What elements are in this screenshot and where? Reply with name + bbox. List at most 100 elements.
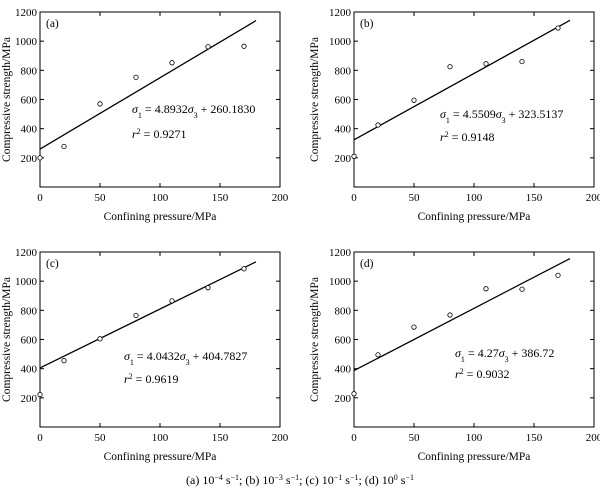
data-point bbox=[37, 392, 43, 398]
x-tick-label: 200 bbox=[272, 432, 289, 444]
x-tick-label: 100 bbox=[152, 192, 169, 204]
data-point bbox=[555, 25, 561, 31]
data-point bbox=[61, 358, 67, 364]
figure-caption: (a) 10−4 s−1; (b) 10−3 s−1; (c) 10−1 s−1… bbox=[186, 473, 414, 488]
y-tick-label: 400 bbox=[21, 364, 38, 376]
data-point bbox=[97, 101, 103, 107]
y-tick-label: 1000 bbox=[15, 276, 38, 288]
y-tick-label: 800 bbox=[335, 65, 352, 77]
y-tick-label: 800 bbox=[335, 305, 352, 317]
data-point bbox=[447, 312, 453, 318]
x-tick-label: 50 bbox=[95, 192, 107, 204]
panel-label: (a) bbox=[46, 18, 59, 30]
data-point bbox=[519, 286, 525, 292]
y-tick-label: 1000 bbox=[329, 36, 352, 48]
y-tick-label: 800 bbox=[21, 65, 38, 77]
x-tick-label: 0 bbox=[351, 192, 357, 204]
data-point bbox=[483, 286, 489, 292]
data-point bbox=[133, 74, 139, 80]
y-tick-label: 200 bbox=[21, 153, 38, 165]
y-tick-label: 400 bbox=[335, 124, 352, 136]
data-point bbox=[133, 312, 139, 319]
x-tick-label: 50 bbox=[95, 432, 107, 444]
x-axis-label: Confining pressure/MPa bbox=[418, 211, 531, 223]
data-point bbox=[555, 272, 561, 278]
data-point bbox=[241, 43, 247, 49]
r-squared: r2 = 0.9619 bbox=[124, 372, 178, 387]
data-point bbox=[519, 58, 525, 65]
y-tick-label: 400 bbox=[21, 124, 38, 136]
x-tick-label: 200 bbox=[272, 192, 289, 204]
r-squared: r2 = 0.9271 bbox=[132, 127, 186, 142]
plot-frame bbox=[353, 251, 595, 428]
x-tick-label: 0 bbox=[37, 432, 43, 444]
x-axis-label: Confining pressure/MPa bbox=[104, 451, 217, 463]
data-point bbox=[205, 44, 211, 50]
data-point bbox=[483, 61, 489, 67]
y-tick-label: 1200 bbox=[329, 247, 352, 259]
chart-panel: 0 50 100 150 200 200 400 600 800 1000 1200 Confinin… bbox=[1, 247, 289, 463]
chart-panel: 0 50 100 150 200 200 400 600 800 1000 1200 Confinin… bbox=[309, 7, 600, 223]
y-tick-label: 800 bbox=[21, 305, 38, 317]
y-tick-label: 400 bbox=[335, 364, 352, 376]
data-point bbox=[169, 60, 175, 66]
x-tick-label: 200 bbox=[586, 432, 600, 444]
panel-label: (c) bbox=[46, 258, 59, 270]
y-tick-label: 200 bbox=[21, 393, 38, 405]
r-squared: r2 = 0.9032 bbox=[455, 367, 509, 382]
panel-label: (d) bbox=[360, 258, 374, 270]
fit-line bbox=[39, 20, 257, 150]
y-tick-label: 1000 bbox=[15, 36, 38, 48]
x-tick-label: 100 bbox=[466, 192, 483, 204]
x-tick-label: 0 bbox=[351, 432, 357, 444]
data-point bbox=[375, 352, 381, 358]
data-point bbox=[61, 143, 67, 150]
data-point bbox=[205, 285, 211, 291]
x-tick-label: 100 bbox=[466, 432, 483, 444]
plot-frame bbox=[39, 251, 281, 428]
x-tick-label: 200 bbox=[586, 192, 600, 204]
data-point bbox=[169, 298, 175, 304]
x-tick-label: 50 bbox=[409, 432, 421, 444]
y-axis-label: Compressive strength/MPa bbox=[1, 277, 13, 402]
x-axis-label: Confining pressure/MPa bbox=[104, 211, 217, 223]
x-tick-label: 150 bbox=[212, 432, 229, 444]
data-point bbox=[241, 266, 247, 272]
fit-line bbox=[353, 19, 571, 141]
fit-equation: σ1 = 4.5509σ3 + 323.5137 bbox=[440, 107, 563, 125]
y-tick-label: 600 bbox=[335, 335, 352, 347]
y-tick-label: 1000 bbox=[329, 276, 352, 288]
data-point bbox=[411, 97, 417, 103]
x-tick-label: 150 bbox=[526, 192, 543, 204]
fit-equation: σ1 = 4.27σ3 + 386.72 bbox=[455, 346, 554, 364]
data-point bbox=[351, 153, 357, 159]
data-point bbox=[375, 122, 381, 128]
x-tick-label: 50 bbox=[409, 192, 421, 204]
y-tick-label: 200 bbox=[335, 153, 352, 165]
y-tick-label: 1200 bbox=[15, 7, 38, 19]
y-tick-label: 1200 bbox=[15, 247, 38, 259]
y-tick-label: 1200 bbox=[329, 7, 352, 19]
y-tick-label: 600 bbox=[21, 95, 38, 107]
y-tick-label: 200 bbox=[335, 393, 352, 405]
y-axis-label: Compressive strength/MPa bbox=[1, 37, 13, 162]
plot-frame bbox=[353, 11, 595, 188]
y-axis-label: Compressive strength/MPa bbox=[309, 277, 321, 402]
x-tick-label: 0 bbox=[37, 192, 43, 204]
data-point bbox=[97, 336, 103, 342]
data-point bbox=[411, 324, 417, 330]
chart-panel: 0 50 100 150 200 200 400 600 800 1000 1200 Confinin… bbox=[309, 247, 600, 463]
x-tick-label: 100 bbox=[152, 432, 169, 444]
x-tick-label: 150 bbox=[212, 192, 229, 204]
y-tick-label: 600 bbox=[21, 335, 38, 347]
data-point bbox=[351, 391, 357, 397]
r-squared: r2 = 0.9148 bbox=[440, 130, 494, 145]
y-tick-label: 600 bbox=[335, 95, 352, 107]
fit-line bbox=[353, 257, 571, 372]
fit-line bbox=[39, 261, 257, 369]
x-axis-label: Confining pressure/MPa bbox=[418, 451, 531, 463]
fit-equation: σ1 = 4.8932σ3 + 260.1830 bbox=[132, 102, 255, 120]
data-point bbox=[37, 155, 43, 161]
chart-panel: 0 50 100 150 200 200 400 600 800 1000 1200 Confinin… bbox=[1, 7, 289, 223]
